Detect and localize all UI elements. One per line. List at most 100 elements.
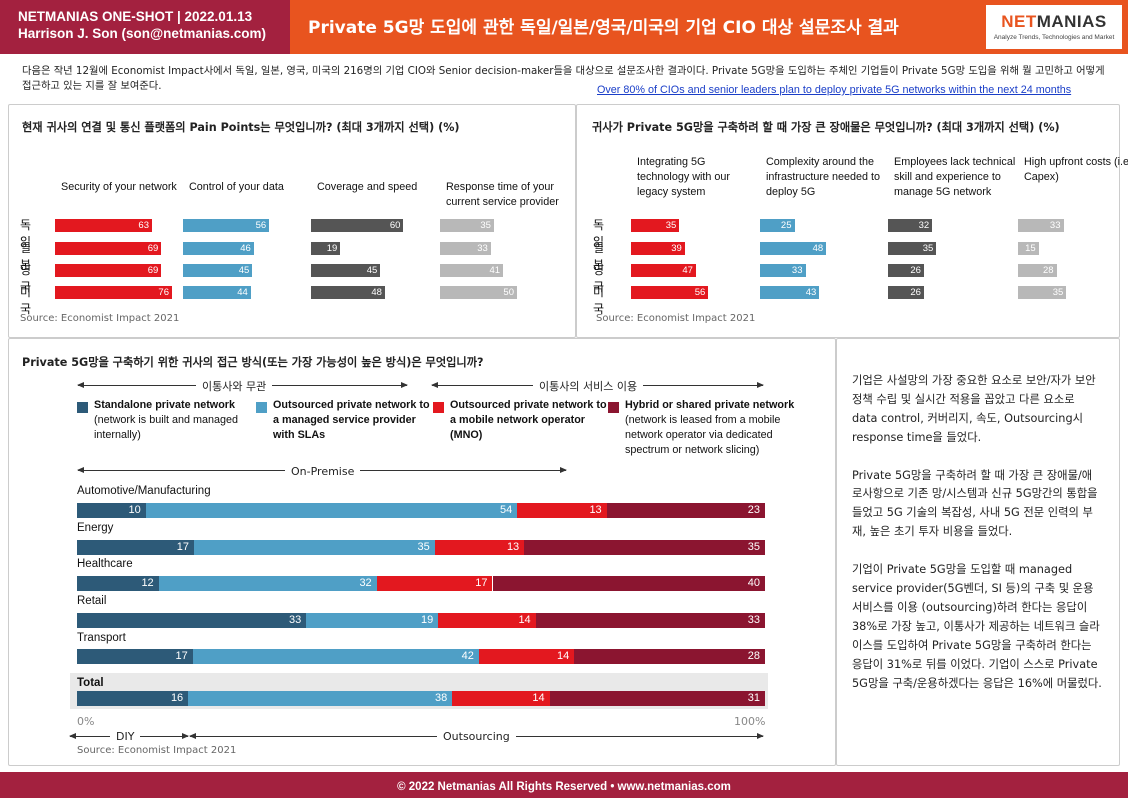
row-label: 독일 (593, 218, 605, 249)
series-header: Coverage and speed (317, 181, 418, 193)
bar: 41 (440, 264, 504, 277)
category-label: Retail (77, 595, 107, 607)
stacked-segment: 54 (145, 503, 518, 518)
stacked-segment: 17 (376, 576, 493, 591)
bar-value-label: 69 (147, 243, 159, 254)
segment-value-label: 35 (417, 541, 430, 553)
netmanias-logo[interactable]: NETMANIAS Analyze Trends, Technologies a… (986, 5, 1122, 49)
row-label: 일본 (593, 241, 605, 272)
row-label: 영국 (593, 263, 605, 294)
series-header: Response time of your current service pr… (446, 181, 559, 208)
bar-value-label: 33 (791, 265, 803, 276)
segment-value-label: 31 (747, 692, 760, 704)
stacked-segment: 38 (188, 691, 453, 706)
bar: 56 (183, 219, 270, 232)
bar-value-label: 15 (1025, 243, 1036, 254)
bar-value-label: 56 (255, 220, 267, 231)
segment-value-label: 35 (747, 541, 760, 553)
bar-value-label: 32 (918, 220, 930, 231)
category-label: Healthcare (77, 558, 133, 570)
segment-value-label: 17 (175, 650, 188, 662)
stacked-segment: 19 (306, 613, 439, 628)
bar: 26 (888, 264, 924, 277)
x-tick-100: 100% (734, 715, 766, 728)
pain-points-source: Source: Economist Impact 2021 (20, 313, 180, 324)
header-date-line: NETMANIAS ONE-SHOT | 2022.01.13 (18, 9, 253, 24)
bar: 35 (888, 242, 937, 255)
stacked-segment: 13 (434, 540, 525, 555)
stacked-segment: 14 (438, 613, 536, 628)
bar-value-label: 26 (910, 287, 921, 298)
bar: 76 (55, 286, 172, 299)
bar-value-label: 26 (910, 265, 921, 276)
bar-value-label: 35 (480, 220, 491, 231)
bar: 32 (888, 219, 933, 232)
approach-source: Source: Economist Impact 2021 (77, 745, 237, 756)
segment-value-label: 42 (461, 650, 474, 662)
segment-value-label: 12 (141, 577, 154, 589)
stacked-segment: 16 (77, 691, 189, 706)
bar: 35 (631, 219, 680, 232)
bar: 35 (1018, 286, 1067, 299)
segment-value-label: 16 (170, 692, 184, 704)
stacked-segment: 14 (478, 649, 575, 664)
bar-value-label: 60 (389, 220, 401, 231)
bar-value-label: 33 (1049, 220, 1061, 231)
bar: 33 (1018, 219, 1064, 232)
bar-value-label: 35 (665, 220, 677, 231)
segment-value-label: 33 (747, 614, 760, 626)
bar: 19 (311, 242, 341, 255)
bar: 15 (1018, 242, 1039, 255)
obstacles-panel (576, 104, 1120, 338)
bar: 28 (1018, 264, 1057, 277)
bar-value-label: 69 (147, 265, 159, 276)
stacked-segment: 28 (574, 649, 765, 664)
legend-name: Outsourced private network to a managed … (273, 399, 430, 441)
segment-value-label: 14 (557, 650, 570, 662)
header-author-block: NETMANIAS ONE-SHOT | 2022.01.13 Harrison… (0, 0, 290, 54)
segment-value-label: 54 (500, 504, 513, 516)
article-link[interactable]: Over 80% of CIOs and senior leaders plan… (597, 84, 1072, 96)
bar-value-label: 19 (326, 243, 338, 254)
bar: 48 (760, 242, 827, 255)
bar-value-label: 48 (812, 243, 824, 254)
bar-value-label: 63 (138, 220, 149, 231)
category-label: Automotive/Manufacturing (77, 485, 211, 497)
stacked-segment: 17 (77, 540, 194, 555)
bar: 43 (760, 286, 820, 299)
stacked-segment: 35 (194, 540, 435, 555)
legend-swatch (256, 402, 267, 413)
legend-name: Outsourced private network to a mobile n… (450, 399, 607, 441)
logo-wordmark: NETMANIAS (986, 12, 1122, 32)
segment-value-label: 13 (589, 504, 602, 516)
segment-value-label: 40 (747, 577, 760, 589)
page-title: Private 5G망 도입에 관한 독일/일본/영국/미국의 기업 CIO 대… (290, 0, 980, 54)
no-operator-label: 이통사와 무관 (196, 378, 273, 394)
bar-value-label: 28 (1043, 265, 1054, 276)
stacked-segment: 10 (77, 503, 146, 518)
obstacles-title: 귀사가 Private 5G망을 구축하려 할 때 가장 큰 장애물은 무엇입니… (592, 121, 1060, 134)
segment-value-label: 14 (518, 614, 531, 626)
segment-value-label: 19 (421, 614, 434, 626)
segment-value-label: 10 (128, 504, 141, 516)
legend-name: Standalone private network (94, 399, 235, 411)
legend-desc: (network is leased from a mobile network… (625, 414, 781, 456)
bar-value-label: 48 (371, 287, 382, 298)
legend-desc: (network is built and managed internally… (94, 414, 239, 441)
segment-value-label: 13 (506, 541, 520, 553)
bar: 33 (440, 242, 491, 255)
bar-value-label: 35 (1052, 287, 1064, 298)
category-label: Energy (77, 522, 114, 534)
legend-swatch (77, 402, 88, 413)
series-header: Security of your network (61, 181, 177, 193)
logo-manias: MANIAS (1036, 12, 1107, 31)
series-header: High upfront costs (i.e., Capex) (1024, 156, 1128, 183)
operator-service-label: 이통사의 서비스 이용 (533, 378, 644, 394)
stacked-segment: 35 (524, 540, 765, 555)
logo-tagline: Analyze Trends, Technologies and Market (993, 34, 1115, 41)
pain-points-panel (8, 104, 576, 338)
bar-value-label: 46 (240, 243, 251, 254)
stacked-segment: 17 (77, 649, 193, 664)
bar-value-label: 39 (671, 243, 682, 254)
on-premise-label: On-Premise (285, 465, 361, 478)
